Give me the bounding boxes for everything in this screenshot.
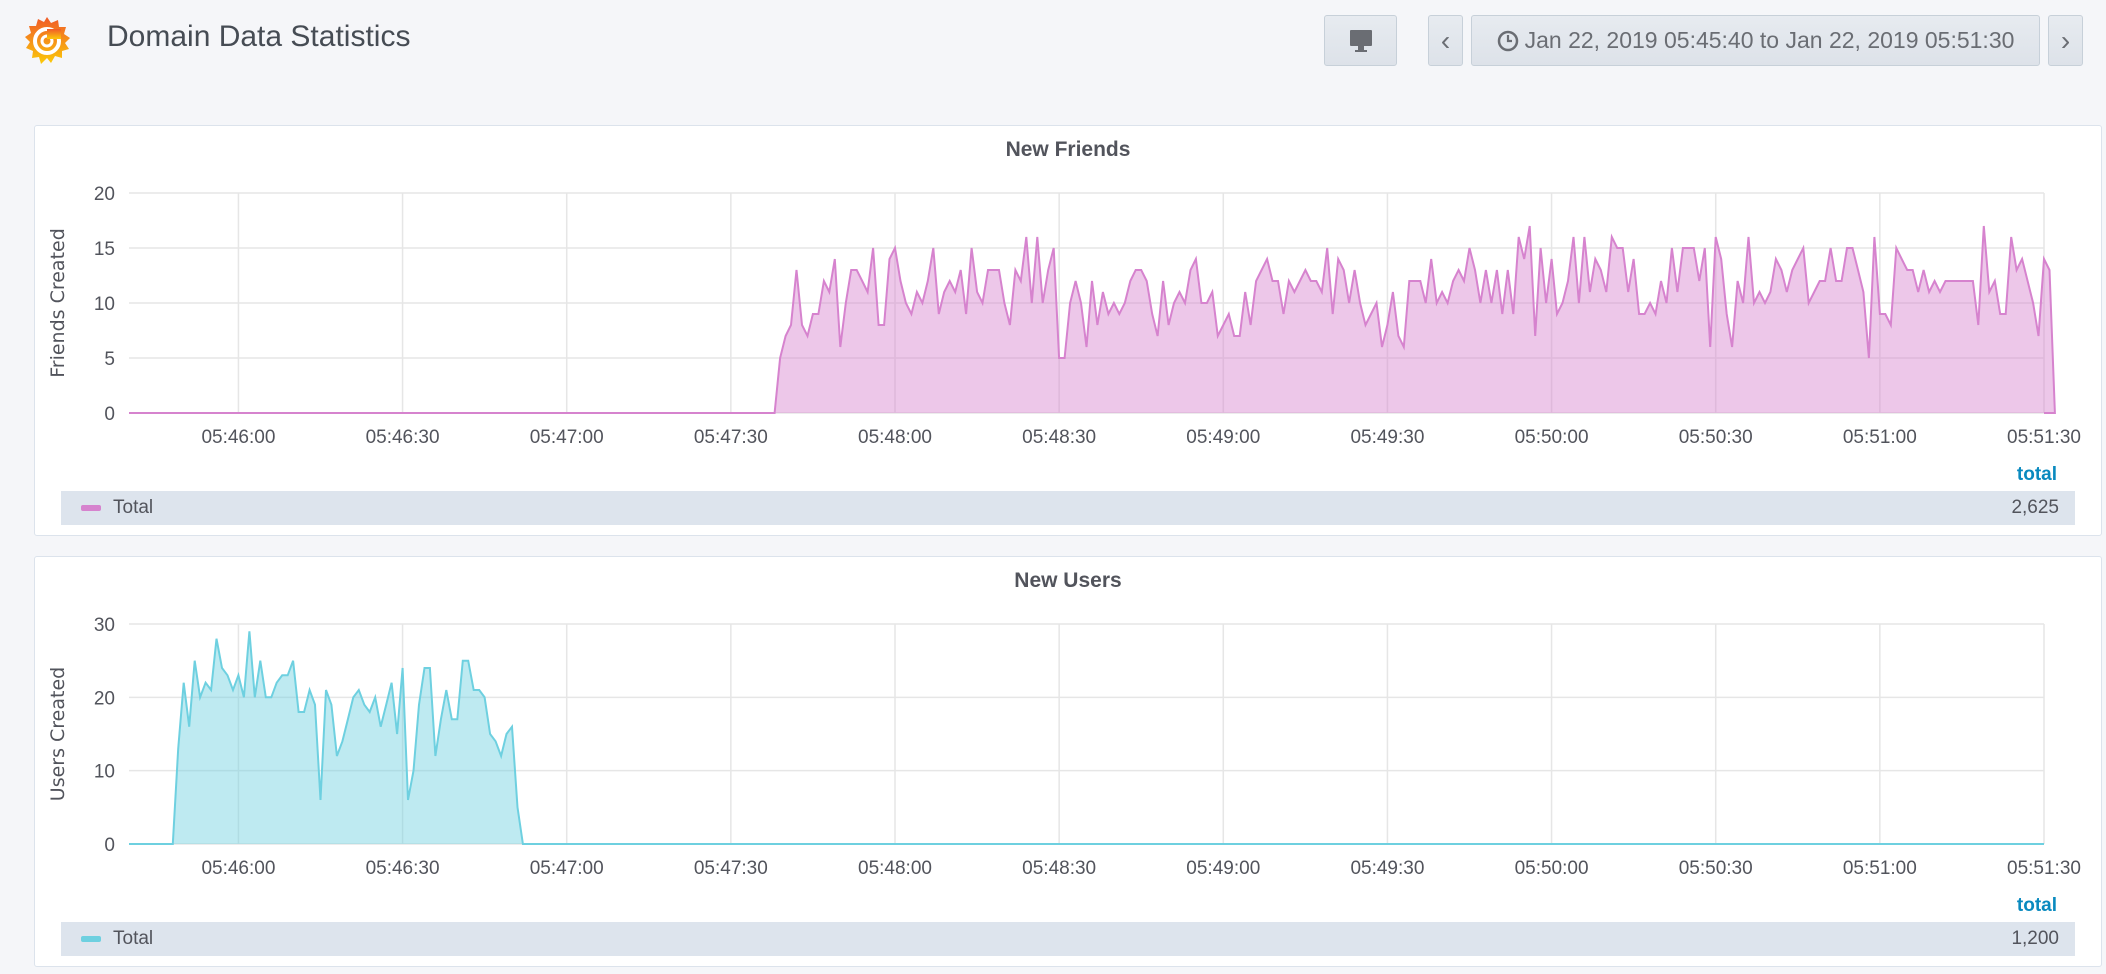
x-tick-label: 05:50:30 — [1679, 427, 1753, 448]
x-tick-label: 05:50:30 — [1679, 858, 1753, 879]
y-axis-label: Friends Created — [47, 228, 69, 378]
grafana-logo[interactable] — [20, 14, 74, 68]
time-range-label: Jan 22, 2019 05:45:40 to Jan 22, 2019 05… — [1524, 27, 2015, 53]
x-tick-label: 05:47:30 — [694, 427, 768, 448]
legend-total-value: 1,200 — [2011, 928, 2059, 949]
clock-icon — [1497, 30, 1518, 51]
x-tick-label: 05:47:00 — [530, 858, 604, 879]
legend-label: Total — [113, 928, 154, 949]
y-tick-label: 5 — [104, 349, 115, 370]
chevron-left-icon: ‹ — [1440, 24, 1451, 56]
x-tick-label: 05:46:00 — [201, 427, 275, 448]
time-shift-forward-button[interactable]: › — [2048, 15, 2083, 66]
x-tick-label: 05:46:30 — [366, 427, 440, 448]
x-tick-label: 05:51:00 — [1843, 427, 1917, 448]
chart-new-users: 0 10 20 30 05:46:00 05:46:30 05:47:00 05:47:30 0… — [47, 615, 2081, 879]
chevron-right-icon: › — [2060, 24, 2071, 56]
legend-swatch[interactable] — [81, 505, 101, 511]
x-tick-label: 05:46:30 — [366, 858, 440, 879]
panel-new-users: New Users 0 10 20 30 05:46:00 05:46:30 05:47:0… — [34, 556, 2102, 967]
legend-column-total[interactable]: total — [2016, 895, 2057, 916]
x-tick-label: 05:50:00 — [1515, 858, 1589, 879]
y-tick-label: 20 — [94, 688, 115, 709]
legend-label: Total — [113, 497, 154, 518]
panel-new-friends: New Friends 0 5 10 15 20 05:46:00 05:46:30 05:4… — [34, 125, 2102, 536]
legend-item-total[interactable]: Total 1,200 — [61, 922, 2075, 956]
legend-swatch[interactable] — [81, 936, 101, 942]
legend-item-total[interactable]: Total 2,625 — [61, 491, 2075, 525]
x-tick-label: 05:49:00 — [1186, 858, 1260, 879]
x-tick-label: 05:49:30 — [1350, 858, 1424, 879]
chart-new-friends: 0 5 10 15 20 05:46:00 05:46:30 05:47:00 05:47:30… — [47, 184, 2081, 448]
x-tick-label: 05:51:00 — [1843, 858, 1917, 879]
x-tick-label: 05:47:00 — [530, 427, 604, 448]
panel-title[interactable]: New Users — [1014, 569, 1122, 592]
x-tick-label: 05:51:30 — [2007, 858, 2081, 879]
legend-column-total[interactable]: total — [2016, 464, 2057, 485]
x-tick-label: 05:49:30 — [1350, 427, 1424, 448]
tv-mode-button[interactable] — [1324, 15, 1397, 66]
y-tick-label: 10 — [94, 762, 115, 783]
page-title: Domain Data Statistics — [107, 20, 411, 53]
y-tick-label: 10 — [94, 294, 115, 315]
series-area — [129, 226, 2055, 413]
y-tick-label: 20 — [94, 184, 115, 205]
x-tick-label: 05:48:00 — [858, 427, 932, 448]
x-tick-label: 05:48:30 — [1022, 858, 1096, 879]
y-axis-label: Users Created — [47, 667, 69, 801]
x-tick-label: 05:49:00 — [1186, 427, 1260, 448]
y-tick-label: 30 — [94, 615, 115, 636]
y-tick-label: 15 — [94, 239, 115, 260]
monitor-icon — [1349, 29, 1372, 52]
x-tick-label: 05:47:30 — [694, 858, 768, 879]
y-tick-label: 0 — [104, 404, 115, 425]
time-picker-button[interactable]: Jan 22, 2019 05:45:40 to Jan 22, 2019 05… — [1471, 15, 2040, 66]
panel-title[interactable]: New Friends — [1005, 138, 1131, 161]
x-tick-label: 05:48:00 — [858, 858, 932, 879]
x-tick-label: 05:51:30 — [2007, 427, 2081, 448]
legend-total-value: 2,625 — [2011, 497, 2059, 518]
y-tick-label: 0 — [104, 835, 115, 856]
x-tick-label: 05:50:00 — [1515, 427, 1589, 448]
x-tick-label: 05:46:00 — [201, 858, 275, 879]
time-shift-back-button[interactable]: ‹ — [1428, 15, 1463, 66]
x-tick-label: 05:48:30 — [1022, 427, 1096, 448]
